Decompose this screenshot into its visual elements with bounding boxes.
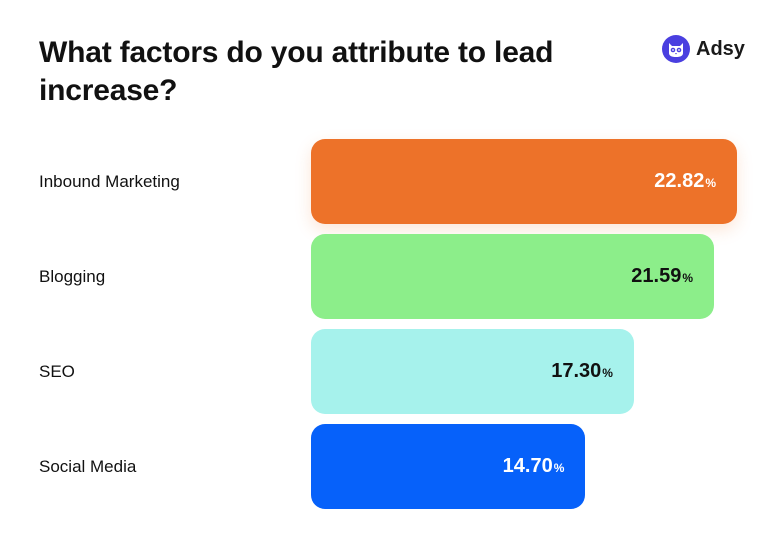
bar-value-label: 17.30%: [551, 360, 613, 383]
percent-unit: %: [705, 176, 716, 190]
bar: 22.82%: [311, 139, 737, 224]
bar: 14.70%: [311, 424, 586, 509]
category-label: SEO: [39, 361, 75, 381]
bar-value-number: 22.82: [654, 170, 705, 192]
category-label: Inbound Marketing: [39, 171, 180, 191]
owl-icon: [662, 35, 690, 63]
brand-logo: Adsy: [662, 34, 745, 64]
percent-unit: %: [682, 271, 694, 285]
chart-title: What factors do you attribute to lead in…: [39, 36, 554, 107]
brand-name: Adsy: [696, 37, 745, 60]
bar: 21.59%: [311, 234, 715, 319]
bar: 17.30%: [311, 329, 634, 414]
bar-value-number: 21.59: [631, 265, 682, 287]
bar-value-label: 22.82%: [654, 170, 716, 193]
bar-value-number: 17.30: [551, 360, 602, 382]
category-label: Blogging: [39, 266, 106, 286]
bar-value-number: 14.70: [502, 455, 553, 477]
percent-unit: %: [602, 366, 613, 380]
category-label: Social Media: [39, 456, 137, 476]
bar-value-label: 21.59%: [631, 265, 693, 288]
percent-unit: %: [553, 461, 565, 475]
bar-value-label: 14.70%: [503, 455, 565, 478]
